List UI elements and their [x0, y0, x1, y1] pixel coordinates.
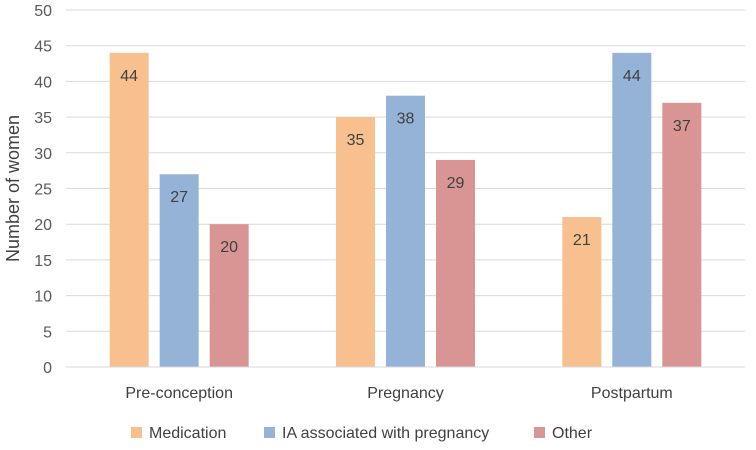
data-label: 37 — [673, 118, 691, 135]
y-tick-label: 40 — [34, 74, 52, 91]
bar-other-pre-conception — [209, 224, 249, 367]
legend-swatch — [131, 427, 142, 438]
legend: Medication IA associated with pregnancy Ot… — [131, 425, 593, 442]
data-label: 44 — [120, 68, 138, 85]
legend-label: Medication — [149, 425, 226, 442]
legend-label: Other — [552, 425, 593, 442]
y-axis-ticks: 0 5 10 15 20 25 30 35 40 45 50 — [34, 3, 52, 377]
legend-swatch — [534, 427, 545, 438]
bar-ia-associated-with-pregnancy-postpartum — [612, 52, 652, 368]
bar-medication-pre-conception — [109, 52, 149, 368]
x-category-label: Pregnancy — [367, 385, 444, 402]
data-label: 44 — [623, 68, 641, 85]
bar-other-postpartum — [662, 102, 702, 367]
data-label: 38 — [397, 111, 415, 128]
data-label: 35 — [347, 132, 365, 149]
x-category-label: Postpartum — [591, 385, 673, 402]
data-label: 27 — [170, 189, 188, 206]
y-tick-label: 5 — [43, 324, 52, 341]
y-tick-label: 45 — [34, 39, 52, 56]
data-label: 21 — [573, 232, 591, 249]
legend-label: IA associated with pregnancy — [282, 425, 489, 442]
data-labels: 44 27 20 35 38 29 21 44 37 — [120, 68, 691, 256]
x-category-label: Pre-conception — [125, 385, 233, 402]
y-tick-label: 25 — [34, 182, 52, 199]
legend-swatch — [264, 427, 275, 438]
y-tick-label: 10 — [34, 289, 52, 306]
x-axis-categories: Pre-conception Pregnancy Postpartum — [125, 385, 672, 402]
y-tick-label: 35 — [34, 110, 52, 127]
bar-ia-associated-with-pregnancy-pre-conception — [159, 174, 199, 367]
bar-medication-postpartum — [562, 217, 602, 367]
y-tick-label: 20 — [34, 217, 52, 234]
bar-ia-associated-with-pregnancy-pregnancy — [386, 95, 425, 368]
y-tick-label: 15 — [34, 253, 52, 270]
bar-medication-pregnancy — [336, 117, 375, 367]
y-axis-title: Number of women — [3, 115, 23, 262]
y-tick-label: 30 — [34, 146, 52, 163]
y-tick-label: 50 — [34, 3, 52, 20]
y-tick-label: 0 — [43, 360, 52, 377]
data-label: 29 — [447, 175, 465, 192]
data-label: 20 — [220, 239, 238, 256]
bar-other-pregnancy — [436, 159, 475, 367]
bars — [109, 52, 702, 368]
